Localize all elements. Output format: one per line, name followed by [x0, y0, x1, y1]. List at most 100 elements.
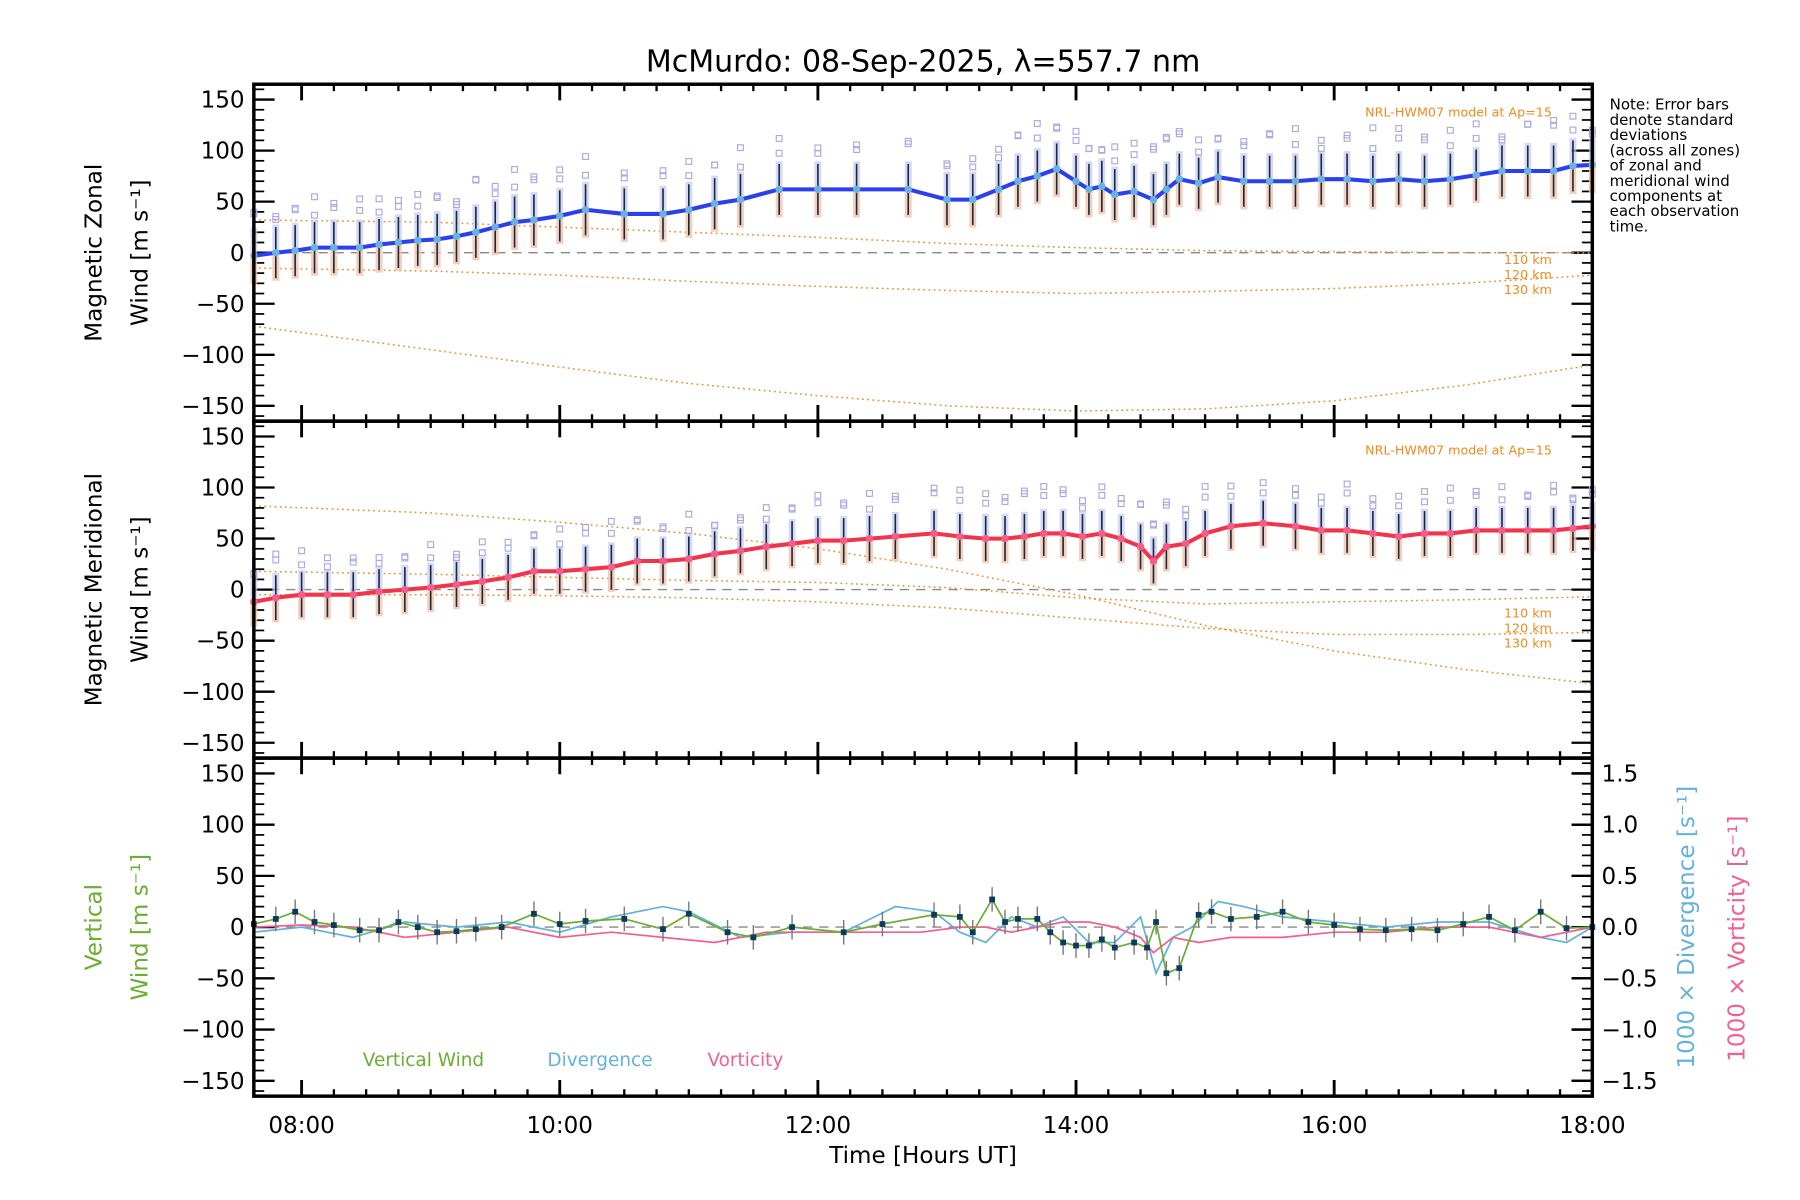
- vertical-wind-point: [556, 921, 563, 927]
- zone-point: [1150, 143, 1157, 151]
- zone-point: [478, 549, 486, 557]
- data-point: [452, 580, 461, 589]
- zone-point: [1085, 144, 1093, 152]
- zone-point: [330, 199, 338, 207]
- zone-point: [291, 204, 299, 212]
- data-point: [1201, 529, 1209, 538]
- zone-point: [582, 529, 590, 537]
- data-point: [394, 238, 403, 247]
- zone-point: [1040, 492, 1048, 499]
- y-axis-title-line2: Wind [m s⁻¹]: [128, 854, 154, 1001]
- data-point: [272, 249, 280, 257]
- zone-point: [633, 517, 641, 525]
- y-tick-label: 150: [201, 88, 245, 114]
- zone-point: [1550, 488, 1558, 496]
- vertical-wind-point: [395, 919, 402, 925]
- x-tick-label: 08:00: [268, 1113, 334, 1139]
- zone-point: [272, 550, 280, 558]
- zone-point: [736, 163, 744, 171]
- data-point: [1078, 532, 1087, 541]
- data-point: [556, 212, 564, 220]
- zone-point: [453, 201, 460, 209]
- zone-point: [659, 172, 667, 180]
- data-point: [1020, 532, 1029, 541]
- zone-point: [956, 496, 964, 504]
- note-line: denote standard: [1610, 111, 1734, 129]
- x-axis-title: Time [Hours UT]: [828, 1143, 1017, 1169]
- vertical-wind-point: [1144, 944, 1150, 951]
- data-point: [685, 206, 693, 214]
- data-point: [1040, 529, 1048, 538]
- data-point: [930, 529, 938, 538]
- data-point: [1085, 185, 1093, 194]
- data-point: [1420, 177, 1429, 185]
- zone-point: [530, 532, 538, 540]
- model-curve-130-km: [253, 325, 1593, 412]
- model-label: NRL-HWM07 model at Ap=15: [1365, 105, 1552, 120]
- vertical-wind-point: [292, 908, 299, 915]
- zone-point: [323, 563, 331, 571]
- y-tick-label: 100: [201, 476, 245, 502]
- vertical-wind-point: [1098, 936, 1105, 943]
- y-tick-label: 150: [201, 762, 245, 788]
- vertical-wind-point: [1537, 908, 1544, 915]
- data-point: [1569, 162, 1577, 170]
- data-point: [685, 555, 693, 563]
- zone-point: [1446, 142, 1454, 150]
- data-point: [1182, 539, 1190, 548]
- zone-point: [930, 489, 938, 497]
- vertical-wind-point: [1305, 919, 1312, 925]
- zone-point: [1317, 144, 1325, 152]
- data-point: [1059, 529, 1067, 538]
- vertical-wind-point: [472, 926, 479, 933]
- vertical-wind-point: [1357, 926, 1363, 933]
- zone-point: [1369, 124, 1377, 132]
- zone-point: [775, 134, 783, 142]
- meridional-wind-line: [253, 521, 1593, 604]
- data-point: [433, 235, 441, 244]
- zone-point: [866, 505, 873, 513]
- zone-point: [1395, 502, 1403, 510]
- vertical-wind-point: [1163, 970, 1170, 977]
- zone-point: [1182, 512, 1190, 520]
- zone-point: [433, 192, 441, 200]
- zone-point: [1421, 136, 1428, 144]
- data-point: [775, 185, 783, 194]
- zone-point: [1291, 485, 1299, 493]
- zone-point: [311, 193, 318, 201]
- y-axis-title-line2: Wind [m s⁻¹]: [128, 179, 154, 326]
- legend-vertical-wind: Vertical Wind: [363, 1050, 484, 1071]
- zone-point: [375, 554, 383, 561]
- y-axis-title-line1: Vertical: [82, 884, 108, 970]
- zone-point: [394, 202, 402, 210]
- zone-point: [1524, 120, 1532, 128]
- data-point: [865, 534, 874, 543]
- zonal-panel: 150 100 50 0 −50 −100 −150 Magnetic Zonal Wind […: [82, 82, 1597, 423]
- data-point: [1033, 172, 1041, 180]
- data-point: [994, 185, 1003, 194]
- vertical-wind-point: [1331, 922, 1338, 928]
- vertical-wind-point: [311, 919, 318, 925]
- zone-point: [311, 211, 318, 219]
- data-point: [788, 539, 796, 548]
- vertical-wind-point: [1195, 911, 1202, 918]
- vertical-wind-point: [840, 929, 847, 936]
- zone-point: [1162, 501, 1170, 509]
- y-tick-label: 100: [201, 813, 245, 839]
- model-altitude-label: 120 km: [1504, 620, 1552, 635]
- y-tick-label: −50: [196, 629, 245, 655]
- zone-point: [375, 195, 383, 203]
- zone-point: [582, 171, 590, 179]
- zone-point: [1498, 496, 1506, 504]
- vertical-wind-point: [956, 913, 963, 920]
- vertical-wind-point: [1131, 939, 1137, 946]
- vertical-wind-point: [531, 910, 537, 917]
- vertical-wind-point: [376, 927, 382, 934]
- zone-point: [1098, 146, 1106, 154]
- data-point: [1317, 526, 1325, 535]
- data-point: [1001, 534, 1009, 543]
- zone-point: [1182, 505, 1190, 513]
- data-point: [1111, 190, 1119, 199]
- zone-point: [1550, 121, 1558, 129]
- zone-point: [1369, 495, 1377, 503]
